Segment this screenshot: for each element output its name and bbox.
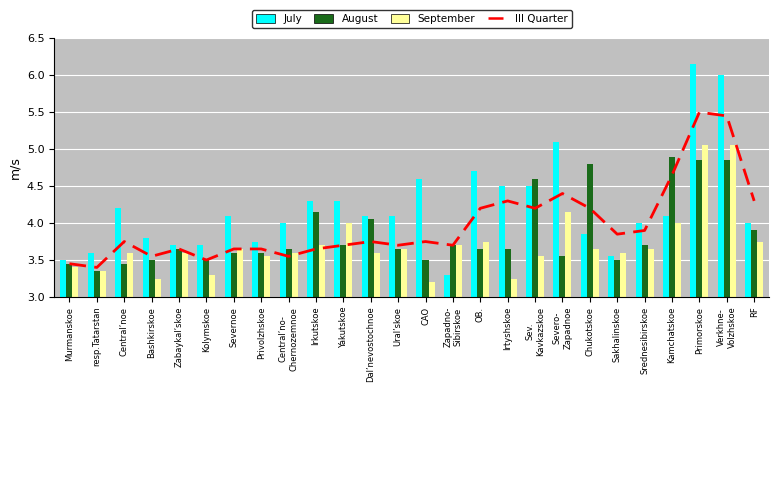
Bar: [395, 249, 401, 297]
Bar: [121, 264, 127, 297]
Bar: [148, 260, 155, 297]
Bar: [696, 160, 702, 297]
Bar: [182, 252, 188, 297]
Bar: [504, 249, 510, 297]
Bar: [745, 223, 751, 297]
Bar: [334, 201, 340, 297]
Bar: [690, 64, 696, 297]
Bar: [553, 142, 559, 297]
Bar: [580, 234, 587, 297]
Bar: [319, 245, 325, 297]
Bar: [67, 264, 72, 297]
Bar: [143, 238, 148, 297]
Bar: [444, 275, 450, 297]
Bar: [723, 160, 730, 297]
Bar: [286, 249, 291, 297]
Bar: [210, 275, 215, 297]
Bar: [499, 186, 504, 297]
Y-axis label: m/s: m/s: [9, 156, 21, 179]
Bar: [401, 249, 407, 297]
Bar: [72, 267, 78, 297]
Bar: [197, 245, 204, 297]
Bar: [155, 278, 161, 297]
Bar: [532, 179, 538, 297]
Bar: [608, 256, 614, 297]
Bar: [237, 249, 243, 297]
Bar: [429, 282, 434, 297]
Bar: [614, 260, 620, 297]
Bar: [675, 223, 681, 297]
Bar: [538, 256, 544, 297]
Bar: [620, 252, 626, 297]
Bar: [252, 241, 258, 297]
Bar: [663, 216, 669, 297]
Bar: [669, 157, 675, 297]
Bar: [642, 245, 647, 297]
Bar: [559, 256, 566, 297]
Bar: [115, 208, 121, 297]
Bar: [225, 216, 231, 297]
Bar: [423, 260, 429, 297]
Bar: [456, 245, 462, 297]
Bar: [61, 260, 67, 297]
Bar: [477, 249, 483, 297]
Bar: [374, 252, 380, 297]
Bar: [702, 146, 709, 297]
Bar: [593, 249, 599, 297]
Bar: [127, 252, 134, 297]
Bar: [258, 252, 264, 297]
Bar: [170, 245, 176, 297]
Bar: [450, 245, 456, 297]
Bar: [313, 212, 319, 297]
Bar: [751, 230, 757, 297]
Bar: [347, 223, 353, 297]
Bar: [176, 249, 182, 297]
Bar: [291, 252, 298, 297]
Bar: [471, 171, 477, 297]
Bar: [526, 186, 532, 297]
Bar: [100, 271, 106, 297]
Bar: [587, 164, 593, 297]
Bar: [361, 216, 368, 297]
Legend: July, August, September, III Quarter: July, August, September, III Quarter: [252, 10, 572, 28]
Bar: [340, 245, 347, 297]
Bar: [94, 271, 100, 297]
Bar: [264, 256, 270, 297]
Bar: [416, 179, 423, 297]
Bar: [718, 75, 723, 297]
Bar: [636, 223, 642, 297]
Bar: [730, 146, 736, 297]
Bar: [231, 252, 237, 297]
Bar: [483, 241, 490, 297]
Bar: [88, 252, 94, 297]
Bar: [204, 260, 210, 297]
Bar: [307, 201, 313, 297]
Bar: [389, 216, 395, 297]
Bar: [566, 212, 572, 297]
Bar: [280, 223, 286, 297]
Bar: [368, 219, 374, 297]
Bar: [647, 249, 653, 297]
Bar: [510, 278, 517, 297]
Bar: [757, 241, 763, 297]
